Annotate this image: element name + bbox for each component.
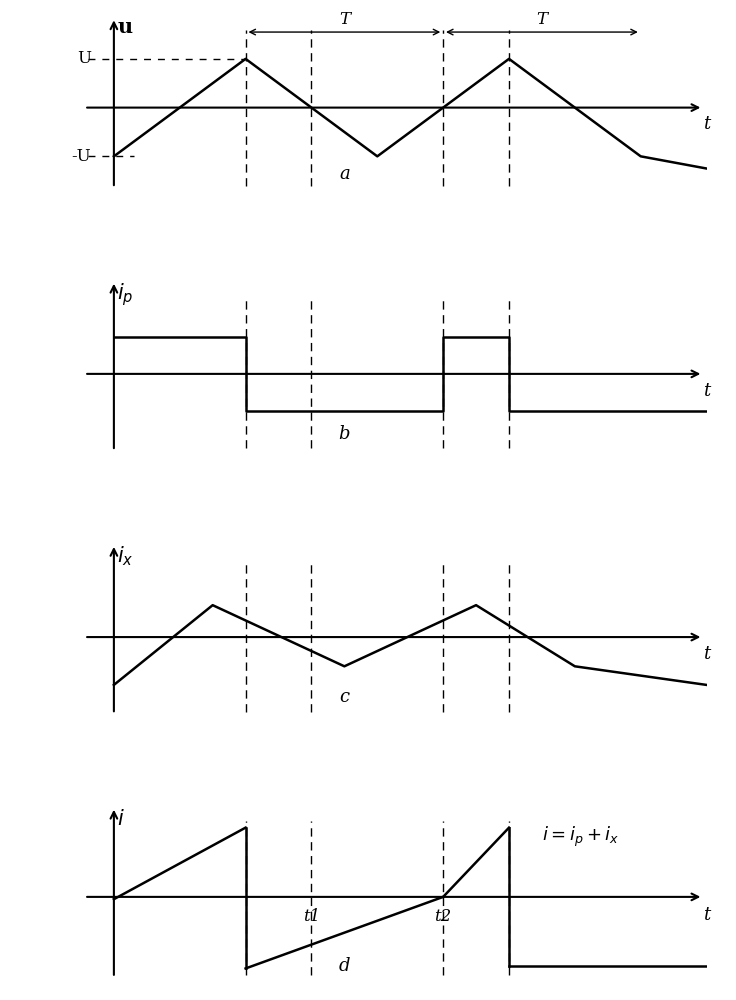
- Text: $i_p$: $i_p$: [117, 281, 134, 308]
- Text: a: a: [339, 165, 350, 183]
- Text: c: c: [339, 688, 350, 706]
- Text: d: d: [339, 957, 350, 975]
- Text: $i_x$: $i_x$: [117, 544, 134, 568]
- Text: U: U: [77, 50, 91, 67]
- Text: $i$: $i$: [117, 809, 125, 829]
- Text: t: t: [703, 382, 710, 400]
- Text: T: T: [339, 11, 350, 28]
- Text: t2: t2: [434, 908, 452, 925]
- Text: $i = i_p+i_x$: $i = i_p+i_x$: [542, 825, 619, 849]
- Text: t: t: [703, 115, 710, 133]
- Text: T: T: [537, 11, 548, 28]
- Text: t1: t1: [302, 908, 320, 925]
- Text: u: u: [117, 17, 132, 37]
- Text: b: b: [339, 425, 350, 443]
- Text: -U: -U: [71, 148, 91, 165]
- Text: t: t: [703, 645, 710, 663]
- Text: t: t: [703, 906, 710, 924]
